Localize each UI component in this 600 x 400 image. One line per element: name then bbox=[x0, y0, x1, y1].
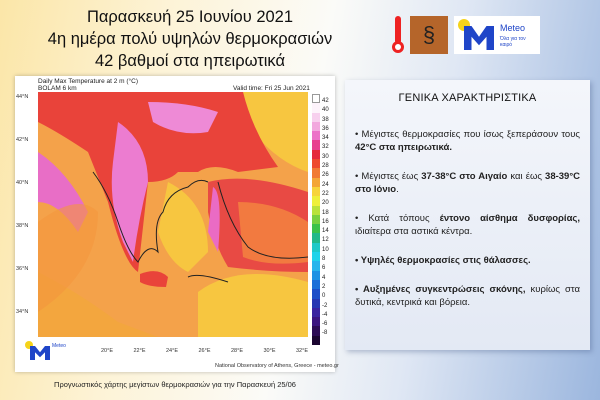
map-title: Daily Max Temperature at 2 m (°C) BOLAM 6… bbox=[38, 78, 139, 92]
lon-label: 32°E bbox=[296, 348, 308, 354]
colorbar-label: 16 bbox=[322, 218, 329, 225]
colorbar-label: 38 bbox=[322, 116, 329, 123]
lon-label: 24°E bbox=[166, 348, 178, 354]
lon-label: 22°E bbox=[133, 348, 146, 354]
colorbar-label: 32 bbox=[322, 144, 329, 151]
colorbar-swatch bbox=[312, 205, 320, 215]
colorbar-swatch bbox=[312, 335, 320, 346]
colorbar-swatch bbox=[312, 326, 320, 336]
colorbar-label: 2 bbox=[322, 283, 326, 290]
colorbar-swatch bbox=[312, 252, 320, 262]
bullet-sea-temps: • Υψηλές θερμοκρασίες στις θάλασσες. bbox=[355, 255, 531, 266]
general-features-panel: ΓΕΝΙΚΑ ΧΑΡΑΚΤΗΡΙΣΤΙΚΑ • Μέγιστες θερμοκρ… bbox=[345, 80, 590, 350]
colorbar-label: 12 bbox=[322, 237, 329, 244]
colorbar-label: 28 bbox=[322, 163, 329, 170]
colorbar-swatch bbox=[312, 112, 320, 122]
map-valid-time: Valid time: Fri 25 Jun 2021 bbox=[233, 85, 310, 92]
colorbar-label: -4 bbox=[322, 311, 328, 318]
meteo-logo: Meteo Όλα για τον καιρό bbox=[454, 16, 540, 54]
colorbar-label: 30 bbox=[322, 153, 329, 160]
colorbar-label: 24 bbox=[322, 181, 329, 188]
colorbar-label: -6 bbox=[322, 321, 328, 328]
colorbar-label: 0 bbox=[322, 293, 326, 300]
lat-label: 36°N bbox=[16, 266, 29, 272]
bullet-dust: • Αυξημένες συγκεντρώσεις σκόνης, κυρίως… bbox=[355, 284, 580, 308]
lon-label: 20°E bbox=[101, 348, 113, 354]
colorbar-swatch bbox=[312, 186, 320, 197]
temperature-map bbox=[38, 92, 308, 337]
map-meteo-logo: Meteo bbox=[25, 341, 66, 361]
lat-label: 40°N bbox=[16, 180, 29, 186]
colorbar-label: 6 bbox=[322, 265, 326, 272]
colorbar-swatch bbox=[312, 307, 320, 318]
colorbar-swatch bbox=[312, 289, 320, 299]
colorbar-swatch bbox=[312, 149, 320, 160]
page-title: Παρασκευή 25 Ιουνίου 2021 4η ημέρα πολύ … bbox=[40, 6, 340, 72]
colorbar-swatch bbox=[312, 131, 320, 141]
bullet-discomfort: • Κατά τόπους έντονο αίσθημα δυσφορίας, … bbox=[355, 213, 580, 237]
colorbar-swatch bbox=[312, 214, 320, 225]
lon-label: 28°E bbox=[231, 348, 243, 354]
colorbar-label: 20 bbox=[322, 200, 329, 207]
lat-label: 38°N bbox=[16, 223, 29, 229]
panel-title: ΓΕΝΙΚΑ ΧΑΡΑΚΤΗΡΙΣΤΙΚΑ bbox=[398, 92, 537, 104]
colorbar-label: 34 bbox=[322, 135, 329, 142]
title-subtitle: 4η ημέρα πολύ υψηλών θερμοκρασιών bbox=[47, 30, 333, 48]
colorbar-swatch bbox=[312, 261, 320, 271]
colorbar-label: 40 bbox=[322, 107, 329, 114]
colorbar-label: 8 bbox=[322, 256, 326, 263]
colorbar-label: -2 bbox=[322, 302, 328, 309]
colorbar-swatch bbox=[312, 121, 320, 132]
colorbar-swatch bbox=[312, 298, 320, 308]
lat-label: 34°N bbox=[16, 309, 29, 315]
lat-label: 42°N bbox=[16, 137, 29, 143]
thermometer-icon bbox=[392, 16, 404, 53]
colorbar-swatch bbox=[312, 177, 320, 187]
colorbar-swatch bbox=[312, 270, 320, 280]
colorbar-swatch bbox=[312, 159, 320, 169]
lon-label: 30°E bbox=[263, 348, 276, 354]
colorbar-swatch bbox=[312, 242, 320, 253]
title-date: Παρασκευή 25 Ιουνίου 2021 bbox=[86, 8, 294, 26]
colorbar-label: 18 bbox=[322, 209, 329, 216]
title-headline: 42 βαθμοί στα ηπειρωτικά bbox=[94, 52, 286, 70]
colorbar-swatch bbox=[312, 140, 320, 150]
colorbar-label: 22 bbox=[322, 190, 329, 197]
map-caption: Προγνωστικός χάρτης μεγίστων θερμοκρασιώ… bbox=[54, 380, 296, 389]
colorbar-label: 14 bbox=[322, 228, 329, 235]
colorbar-label: 36 bbox=[322, 125, 329, 132]
lat-label: 44°N bbox=[16, 94, 29, 100]
lon-label: 26°E bbox=[198, 348, 211, 354]
colorbar-label: 26 bbox=[322, 172, 329, 179]
colorbar-swatch bbox=[312, 103, 320, 113]
map-credit: National Observatory of Athens, Greece -… bbox=[215, 363, 339, 369]
colorbar-label: 4 bbox=[322, 274, 326, 281]
logo-bar: § Meteo Όλα για τον καιρό bbox=[392, 16, 540, 54]
wind-dust-icon: § bbox=[410, 16, 448, 54]
colorbar-swatch bbox=[312, 279, 320, 290]
colorbar-label: 10 bbox=[322, 246, 329, 253]
colorbar-swatch bbox=[312, 168, 320, 178]
colorbar-label: 42 bbox=[322, 98, 329, 104]
colorbar-label: -8 bbox=[322, 330, 328, 337]
colorbar-swatch bbox=[312, 233, 320, 243]
colorbar-swatch bbox=[312, 196, 320, 206]
colorbar-labels: 42 40 38 36 34 32 30 28 26 24 22 20 18 16 14 12 10 8 6 4 2 0-… bbox=[322, 97, 329, 339]
colorbar-swatch bbox=[312, 224, 320, 234]
bullet-seas: • Μέγιστες έως 37-38°C στο Αιγαίο και έω… bbox=[355, 171, 581, 195]
colorbar bbox=[312, 94, 320, 346]
colorbar-swatch bbox=[312, 317, 320, 327]
bullet-max-temps: • Μέγιστες θερμοκρασίες που ίσως ξεπεράσ… bbox=[355, 129, 580, 153]
